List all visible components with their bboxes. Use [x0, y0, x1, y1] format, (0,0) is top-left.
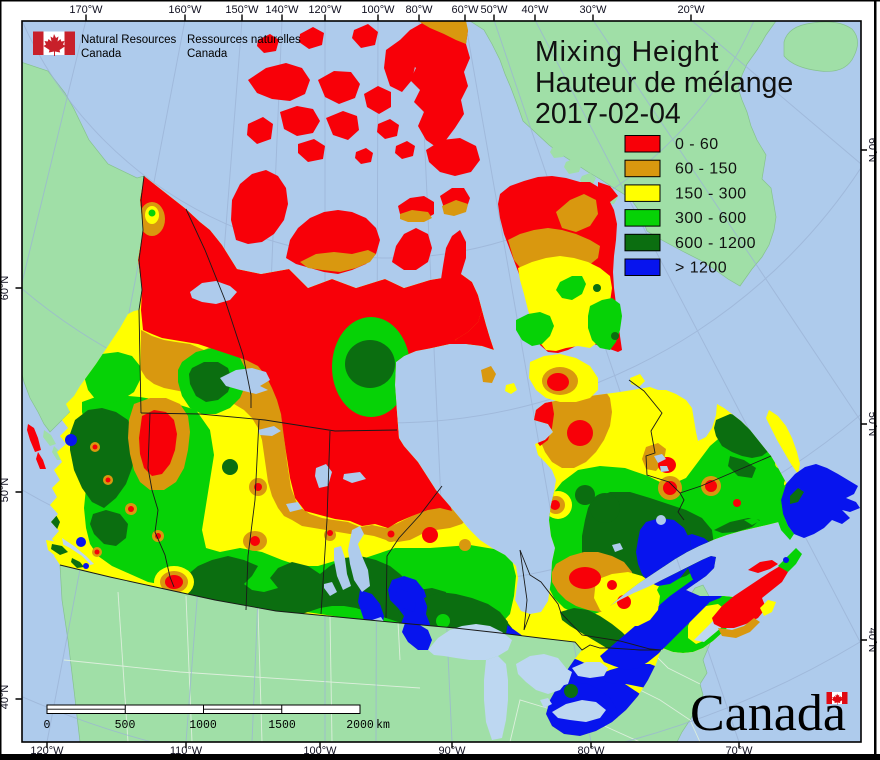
svg-text:Natural Resources: Natural Resources [81, 34, 176, 46]
svg-text:40°N: 40°N [0, 685, 11, 710]
svg-text:0: 0 [44, 719, 51, 732]
svg-text:150°W: 150°W [225, 4, 259, 16]
svg-text:170°W: 170°W [69, 4, 103, 16]
svg-text:500: 500 [115, 719, 136, 732]
svg-text:60°W: 60°W [451, 4, 479, 16]
svg-text:1500: 1500 [268, 719, 296, 732]
svg-text:Canada: Canada [690, 685, 846, 742]
svg-text:1000: 1000 [189, 719, 217, 732]
svg-text:30°W: 30°W [579, 4, 607, 16]
svg-text:300 - 600: 300 - 600 [675, 210, 747, 227]
svg-text:150 - 300: 150 - 300 [675, 185, 747, 202]
svg-text:600 - 1200: 600 - 1200 [675, 235, 756, 252]
svg-text:160°W: 160°W [168, 4, 202, 16]
svg-text:km: km [376, 719, 390, 732]
svg-text:50°N: 50°N [0, 478, 11, 503]
svg-text:> 1200: > 1200 [675, 260, 727, 277]
svg-text:Canada: Canada [81, 48, 122, 60]
svg-text:2000: 2000 [346, 719, 374, 732]
svg-text:120°W: 120°W [308, 4, 342, 16]
svg-text:Hauteur de mélange: Hauteur de mélange [535, 67, 793, 99]
svg-text:Ressources naturelles: Ressources naturelles [187, 34, 301, 46]
svg-text:2017-02-04: 2017-02-04 [535, 98, 681, 130]
svg-text:40°W: 40°W [521, 4, 549, 16]
svg-text:140°W: 140°W [265, 4, 299, 16]
svg-text:60 - 150: 60 - 150 [675, 161, 737, 178]
svg-text:Canada: Canada [187, 48, 228, 60]
svg-text:80°W: 80°W [405, 4, 433, 16]
svg-text:Mixing Height: Mixing Height [535, 36, 719, 68]
svg-text:0 - 60: 0 - 60 [675, 136, 719, 153]
svg-text:100°W: 100°W [361, 4, 395, 16]
svg-text:60°N: 60°N [0, 276, 11, 301]
svg-text:20°W: 20°W [677, 4, 705, 16]
svg-text:50°W: 50°W [480, 4, 508, 16]
